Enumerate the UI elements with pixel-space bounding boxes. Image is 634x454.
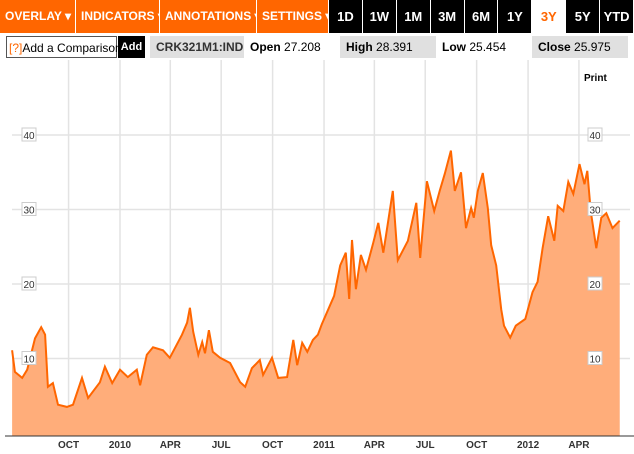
x-tick-label: JUL xyxy=(212,440,231,451)
x-tick-label: OCT xyxy=(58,440,79,451)
open-number: 27.208 xyxy=(284,40,321,54)
y-tick-label-left-box xyxy=(21,351,37,365)
range-5y[interactable]: 5Y xyxy=(566,0,600,33)
x-tick-label: 2012 xyxy=(517,440,540,451)
price-chart: OCT 2010 APR JUL OCT 2011 APR JUL OCT 2012 APR 10 10… xyxy=(5,60,634,451)
annotations-menu[interactable]: ANNOTATIONS ▾ xyxy=(160,0,261,33)
range-3y[interactable]: 3Y xyxy=(532,0,566,33)
y-tick-label-right-box xyxy=(587,127,603,142)
range-ytd[interactable]: YTD xyxy=(600,0,634,33)
x-tick-label: APR xyxy=(568,440,590,451)
overlay-menu[interactable]: OVERLAY ▾ xyxy=(0,0,75,33)
low-number: 25.454 xyxy=(469,40,507,54)
print-link[interactable]: Print xyxy=(584,73,607,84)
x-tick-label: OCT xyxy=(466,440,487,451)
low-value: Low 25.454 xyxy=(442,36,506,58)
y-tick-label-left: 30 xyxy=(23,206,35,217)
x-tick-label: 2010 xyxy=(109,440,132,451)
price-line xyxy=(11,150,621,408)
high-label: High xyxy=(346,40,373,54)
indicators-menu[interactable]: INDICATORS ▾ xyxy=(76,0,164,33)
close-label: Close xyxy=(538,40,571,54)
y-tick-label-right-box xyxy=(587,276,603,291)
add-comparison-input[interactable]: [?]Add a Comparison xyxy=(6,36,122,58)
x-tick-label: APR xyxy=(160,440,182,451)
y-tick-label-left: 40 xyxy=(23,131,35,142)
settings-menu[interactable]: SETTINGS ▾ xyxy=(257,0,331,33)
range-1m[interactable]: 1M xyxy=(396,0,430,33)
high-value: High 28.391 xyxy=(340,36,436,58)
y-tick-label-right: 10 xyxy=(589,355,601,366)
toolbar: OVERLAY ▾ INDICATORS ▾ ANNOTATIONS ▾ SET… xyxy=(0,0,634,33)
y-tick-label-right-box xyxy=(587,202,603,216)
y-tick-label-right: 30 xyxy=(589,206,601,217)
open-label: Open xyxy=(250,40,281,54)
add-button[interactable]: Add xyxy=(118,36,145,58)
y-tick-label-left-box xyxy=(21,127,37,142)
range-3m[interactable]: 3M xyxy=(430,0,464,33)
y-tick-label-left-box xyxy=(21,202,37,216)
range-1d[interactable]: 1D xyxy=(329,0,362,33)
y-tick-label-left: 20 xyxy=(23,280,35,291)
x-tick-label: APR xyxy=(364,440,386,451)
y-tick-label-right: 40 xyxy=(589,131,601,142)
ticker: CRK321M1:IND xyxy=(150,36,244,58)
range-1y[interactable]: 1Y xyxy=(498,0,532,33)
x-tick-label: JUL xyxy=(416,440,435,451)
high-number: 28.391 xyxy=(376,40,413,54)
comparison-placeholder: Add a Comparison xyxy=(22,41,122,55)
y-tick-label-right-box xyxy=(587,351,603,365)
y-tick-label-left: 10 xyxy=(23,355,35,366)
close-value: Close 25.975 xyxy=(532,36,628,58)
close-number: 25.975 xyxy=(574,40,611,54)
x-tick-label: OCT xyxy=(262,440,283,451)
help-icon[interactable]: [?] xyxy=(9,41,23,55)
y-tick-label-left-box xyxy=(21,276,37,291)
y-tick-label-right: 20 xyxy=(589,280,601,291)
low-label: Low xyxy=(442,40,466,54)
range-1w[interactable]: 1W xyxy=(362,0,396,33)
open-value: Open 27.208 xyxy=(250,36,321,58)
range-6m[interactable]: 6M xyxy=(464,0,498,33)
x-tick-label: 2011 xyxy=(313,440,335,451)
quote-bar: [?]Add a Comparison Add CRK321M1:IND Ope… xyxy=(0,36,634,58)
